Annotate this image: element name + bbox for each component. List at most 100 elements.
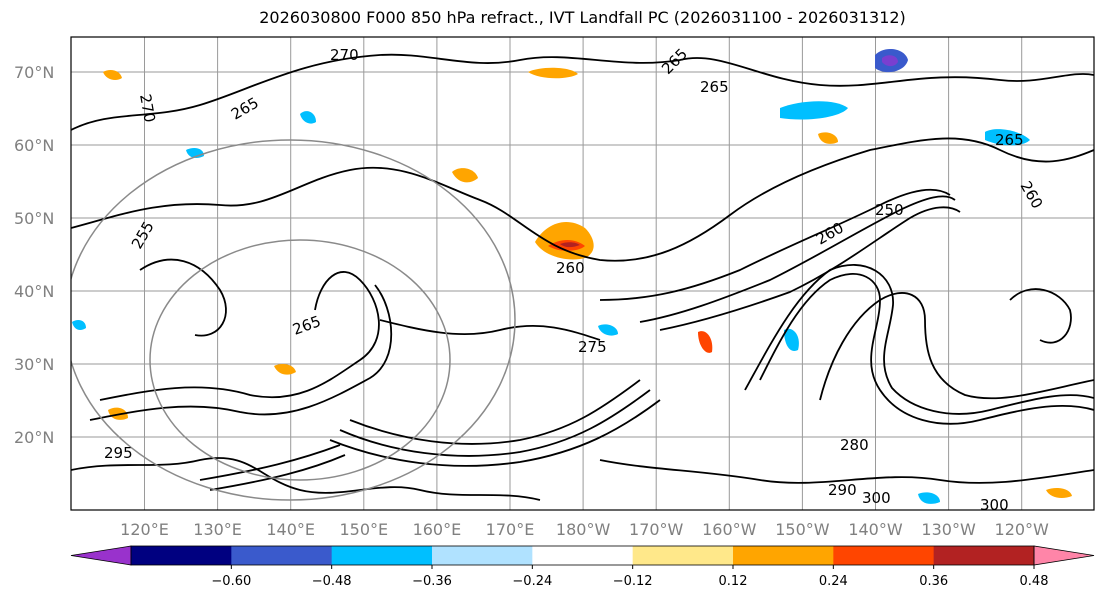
contour-label: 290 [828, 481, 857, 499]
shade-patch-orange [1046, 488, 1072, 498]
contour-line [379, 319, 601, 341]
refractivity-contours [71, 53, 1094, 501]
colorbar-tick-label: −0.36 [412, 574, 452, 589]
shade-patch-cyan [780, 101, 848, 120]
contour-label: 260 [556, 259, 585, 277]
contour-label: 270 [136, 93, 159, 124]
colorbar-tick-label: −0.12 [613, 574, 653, 589]
contour-line [759, 273, 1094, 425]
shade-patch-orange [103, 70, 122, 80]
map-panel: 270 270 265 265 265 260 260 260 255 250 … [70, 36, 1095, 514]
reference-ring [149, 239, 451, 481]
colorbar-segment [231, 546, 333, 565]
contour-line [639, 195, 956, 323]
shade-patch-cyan [598, 324, 618, 336]
contour-line [744, 264, 1094, 415]
contour-label: 250 [875, 201, 904, 219]
contour-label: 300 [980, 496, 1009, 514]
latitude-label: 30°N [14, 355, 54, 374]
map-background [71, 37, 1094, 510]
longitude-label: 130°W [921, 520, 976, 539]
colorbar-tick-label: −0.60 [211, 574, 251, 589]
longitude-label: 160°W [702, 520, 757, 539]
latitude-label: 20°N [14, 428, 54, 447]
colorbar-outline [130, 545, 1035, 566]
colorbar-tick-label: −0.24 [512, 574, 552, 589]
colorbar-segment [833, 546, 935, 565]
shade-patch-cyan [985, 129, 1030, 146]
longitude-label: 170°E [486, 520, 535, 539]
colorbar-tick-label: 0.24 [819, 574, 848, 589]
shade-patch-red [698, 331, 713, 353]
colorbar-segment [432, 546, 533, 565]
map-frame [70, 36, 1095, 511]
colorbar-segment [733, 546, 834, 565]
colorbar-extend-min [70, 545, 132, 566]
shade-patch-orange [452, 168, 478, 183]
longitude-label: 150°E [339, 520, 388, 539]
contour-label: 270 [330, 46, 359, 64]
contour-line [819, 292, 1094, 401]
contour-line [339, 389, 651, 457]
contour-line [329, 399, 661, 467]
contour-line [139, 258, 227, 337]
longitude-labels: 120°E 130°E 140°E 150°E 160°E 170°E 180°W 170°W… [120, 520, 1049, 539]
colorbar-extend-max [1033, 545, 1095, 566]
shade-patch-cyan [300, 111, 316, 124]
longitude-label: 130°E [193, 520, 242, 539]
contour-line [89, 284, 392, 421]
longitude-label: 180°W [556, 520, 611, 539]
colorbar-segment [331, 546, 433, 565]
contour-line [599, 459, 1094, 484]
reference-ring [71, 139, 516, 501]
colorbar-segment [131, 546, 232, 565]
latitude-label: 70°N [14, 63, 54, 82]
colorbar-segment [632, 546, 734, 565]
latitude-label: 50°N [14, 209, 54, 228]
contour-line [199, 444, 341, 481]
map-title: 2026030800 F000 850 hPa refract., IVT La… [259, 8, 906, 27]
contour-line [349, 379, 641, 445]
longitude-label: 120°W [995, 520, 1050, 539]
contour-line [71, 53, 1094, 131]
contour-label: 300 [862, 489, 891, 507]
longitude-label: 140°E [266, 520, 315, 539]
colorbar-segment [933, 546, 1035, 565]
shade-patch-orange [818, 132, 838, 144]
contour-line [209, 454, 346, 491]
latitude-labels: 70°N 60°N 50°N 40°N 30°N 20°N [14, 63, 54, 447]
colorbar-tick-label: −0.48 [312, 574, 352, 589]
longitude-label: 120°E [120, 520, 169, 539]
shaded-anomalies [72, 48, 1072, 504]
colorbar-segment [532, 546, 634, 565]
contour-label: 275 [578, 338, 607, 356]
shade-patch-cyan [784, 328, 799, 351]
longitude-label: 140°W [848, 520, 903, 539]
contour-label: 265 [995, 131, 1024, 149]
contour-line [1009, 288, 1072, 344]
contour-label: 280 [840, 436, 869, 454]
contour-line [71, 137, 1094, 262]
longitude-label: 150°W [775, 520, 830, 539]
latitude-label: 40°N [14, 282, 54, 301]
longitude-label: 160°E [413, 520, 462, 539]
shade-patch-darkred [560, 242, 580, 248]
shade-patch-orange [528, 67, 578, 79]
colorbar-tick-label: 0.36 [919, 574, 948, 589]
colorbar-tick-label: 0.48 [1020, 574, 1049, 589]
latitude-label: 60°N [14, 136, 54, 155]
contour-line [599, 188, 951, 301]
contour-line [99, 271, 380, 401]
shade-patch-cyan [72, 320, 86, 330]
contour-label: 265 [700, 78, 729, 96]
longitude-label: 170°W [629, 520, 684, 539]
contour-label: 295 [104, 444, 133, 462]
shade-patch-violet [882, 55, 898, 67]
reference-circles [71, 139, 516, 501]
shade-patch-orange [274, 364, 296, 375]
colorbar: −0.60 −0.48 −0.36 −0.24 −0.12 0.12 0.24 0.36 0.4… [70, 545, 1095, 589]
contour-line [71, 457, 541, 501]
shade-patch-cyan [918, 492, 940, 504]
colorbar-tick-label: 0.12 [719, 574, 748, 589]
